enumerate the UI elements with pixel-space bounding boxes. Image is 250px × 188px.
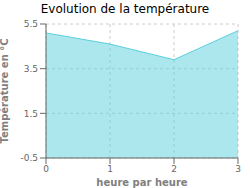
html-text:Evolution de la température: Evolution de la température	[40, 2, 210, 16]
svg-text:0: 0	[43, 164, 49, 174]
svg-text:3.5: 3.5	[24, 64, 38, 74]
svg-text:2: 2	[171, 164, 177, 174]
svg-text:1.5: 1.5	[24, 109, 38, 119]
svg-text:5.5: 5.5	[24, 19, 38, 29]
svg-text:-0.5: -0.5	[20, 153, 38, 163]
svg-text:Température en °C: Température en °C	[8, 38, 10, 143]
svg-text:1: 1	[107, 164, 113, 174]
svg-text:heure par heure: heure par heure	[96, 177, 187, 188]
svg-text:3: 3	[235, 164, 241, 174]
